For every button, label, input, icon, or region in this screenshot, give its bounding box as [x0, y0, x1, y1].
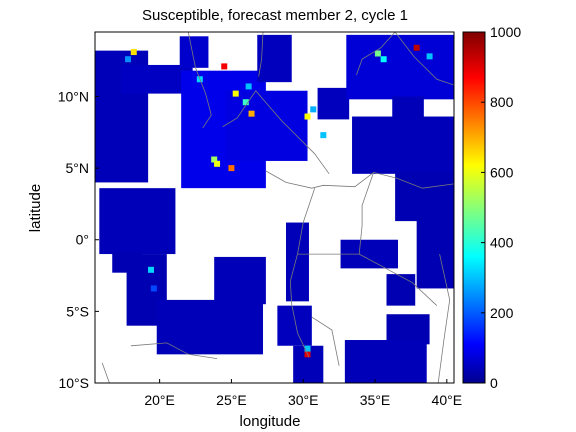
hotspot-cell [320, 132, 327, 139]
susceptible-region [285, 222, 309, 302]
border-line [265, 170, 374, 189]
hotspot-cell [150, 285, 157, 292]
y-tick-label: 10°N [58, 88, 89, 104]
susceptible-region [416, 218, 454, 289]
colorbar-gradient [462, 31, 486, 384]
susceptible-region [257, 34, 292, 83]
border-line [311, 316, 340, 366]
susceptible-cells [95, 34, 454, 383]
x-tick-label: 25°E [216, 392, 247, 408]
susceptible-region [346, 34, 454, 100]
susceptible-region [225, 90, 308, 161]
border-line [222, 90, 330, 175]
border-line [373, 172, 454, 189]
border-line [437, 254, 451, 383]
hotspot-cell [228, 165, 235, 172]
colorbar-tick-label: 0 [490, 375, 498, 391]
plot-area [94, 31, 455, 384]
border-line [130, 342, 218, 359]
hotspot-cell [130, 49, 137, 56]
y-tick-label: 5°N [66, 160, 90, 176]
x-tick-label: 40°E [432, 392, 463, 408]
susceptible-region [352, 116, 454, 174]
susceptible-region [395, 172, 454, 222]
susceptible-region [179, 36, 209, 68]
plot-frame [94, 31, 455, 384]
colorbar-tick-label: 400 [490, 235, 514, 251]
hotspot-cell [380, 56, 387, 63]
susceptible-region [99, 188, 176, 255]
hotspot-cell [248, 110, 255, 117]
border-line [394, 32, 454, 86]
susceptible-region [317, 87, 350, 120]
border-line [289, 188, 316, 358]
hotspot-cell [413, 44, 420, 51]
colorbar-tick-label: 200 [490, 305, 514, 321]
hotspot-cell [214, 160, 221, 167]
colorbar: 0 200 400 600 800 1000 [462, 24, 521, 391]
x-axis-label: longitude [240, 413, 301, 430]
hotspot-cell [125, 56, 132, 63]
hotspot-cell [374, 50, 381, 57]
susceptible-region [156, 299, 264, 355]
hotspot-cell [232, 90, 239, 97]
susceptible-region [386, 314, 430, 345]
susceptible-region [392, 96, 424, 120]
colorbar-tick-label: 800 [490, 94, 514, 110]
border-line [258, 32, 264, 77]
colorbar-ticks: 0 200 400 600 800 1000 [481, 24, 521, 391]
border-line [358, 172, 374, 255]
hotspot-cell [304, 345, 311, 352]
hotspot-cell [211, 156, 218, 163]
border-line [187, 32, 212, 129]
hotspot-cell [148, 266, 155, 273]
x-axis: 20°E 25°E 30°E 35°E 40°E [144, 379, 462, 408]
chart-title: Susceptible, forecast member 2, cycle 1 [142, 7, 408, 24]
hotspot-cell [304, 113, 311, 120]
border-line [356, 32, 396, 76]
hotspot-cell [242, 99, 249, 106]
susceptible-region [344, 340, 427, 383]
colorbar-tick-label: 1000 [490, 24, 521, 40]
hotspot-cell [245, 83, 252, 90]
susceptible-region [277, 305, 312, 346]
colorbar-tick-label: 600 [490, 164, 514, 180]
susceptible-region [214, 256, 266, 305]
hotspot-cell [221, 63, 228, 70]
hotspot-cell [426, 53, 433, 60]
border-line [297, 253, 438, 306]
x-tick-label: 20°E [144, 392, 175, 408]
x-tick-label: 30°E [288, 392, 319, 408]
y-axis: 10°N 5°N 0° 5°S 10°S [58, 88, 99, 391]
y-tick-label: 5°S [66, 303, 89, 319]
hotspot-cell [310, 106, 317, 113]
y-tick-label: 0° [76, 232, 89, 248]
susceptible-region [386, 274, 416, 306]
susceptible-region [120, 64, 193, 94]
y-axis-label: latitude [27, 184, 44, 232]
x-tick-label: 35°E [360, 392, 391, 408]
border-line [101, 362, 110, 383]
y-tick-label: 10°S [58, 375, 89, 391]
country-borders [101, 32, 454, 383]
